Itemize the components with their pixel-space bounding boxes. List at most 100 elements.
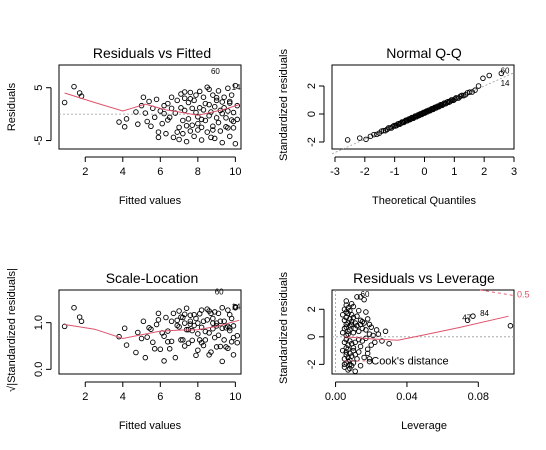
data-point <box>189 122 195 128</box>
data-point <box>71 304 77 311</box>
point-label: 14 <box>232 303 241 312</box>
panel-3-frame <box>58 289 242 375</box>
data-point <box>183 138 190 145</box>
data-point <box>183 305 190 311</box>
data-point <box>138 335 145 342</box>
data-point <box>178 337 184 343</box>
data-point <box>133 109 139 115</box>
data-point <box>339 347 346 354</box>
smooth-line <box>344 315 509 341</box>
data-point <box>380 127 387 134</box>
panel-1-smooth-line <box>64 92 240 116</box>
data-point <box>215 310 222 317</box>
x-tick-label: 8 <box>195 166 201 178</box>
data-point <box>168 105 175 112</box>
data-point <box>210 92 216 98</box>
point-label: 84 <box>480 309 489 318</box>
data-point <box>352 339 358 346</box>
data-point <box>206 308 212 314</box>
data-point <box>144 118 150 125</box>
data-point <box>230 118 237 125</box>
data-point <box>193 315 199 322</box>
data-point <box>174 317 180 324</box>
data-point <box>352 320 358 326</box>
data-point <box>225 307 231 313</box>
data-point <box>198 339 205 346</box>
data-point <box>210 320 216 326</box>
data-point <box>226 325 233 331</box>
data-point <box>168 318 175 325</box>
data-point <box>343 351 350 358</box>
y-tick-label: 1.0 <box>33 315 45 330</box>
data-point <box>163 314 169 321</box>
data-point <box>226 98 233 105</box>
data-point <box>165 100 171 107</box>
data-point <box>195 114 201 120</box>
x-tick-label: -1 <box>390 166 400 178</box>
panel-3-title: Scale-Location <box>106 270 199 286</box>
point-label: 60 <box>211 67 220 76</box>
x-tick-label: 1 <box>451 166 457 178</box>
point-label: 47 <box>462 313 471 322</box>
data-point <box>217 343 224 350</box>
data-point <box>161 358 167 364</box>
data-point <box>225 345 231 352</box>
panel-2-points <box>344 70 505 143</box>
data-point <box>191 133 197 140</box>
data-point <box>356 349 362 355</box>
panel-residuals-vs-fitted: Residuals vs Fitted 2 4 6 8 10 -5 5 60 14 Fitt… <box>6 45 242 207</box>
data-point <box>343 302 350 308</box>
data-point <box>181 89 188 95</box>
x-tick-label: 2 <box>481 166 487 178</box>
data-point <box>195 331 201 337</box>
data-point <box>215 88 222 94</box>
data-point <box>341 361 348 368</box>
data-point <box>470 313 476 319</box>
data-point <box>356 307 362 314</box>
panel-4-x-axis: 0.00 0.04 0.08 <box>325 381 489 403</box>
data-point <box>210 123 216 130</box>
panel-2-y-label: Standardized residuals <box>278 49 290 161</box>
data-point <box>146 98 152 105</box>
data-point <box>181 95 188 102</box>
y-tick-label: 5 <box>33 85 45 91</box>
data-point <box>206 101 212 108</box>
data-point <box>228 315 235 322</box>
data-point <box>366 321 373 328</box>
data-point <box>343 298 350 304</box>
data-point <box>180 130 186 137</box>
data-point <box>181 320 188 326</box>
data-point <box>208 134 214 141</box>
panel-3-points <box>61 304 240 365</box>
data-point <box>347 350 353 357</box>
data-point <box>121 325 128 332</box>
data-point <box>181 311 188 318</box>
data-point <box>354 313 360 319</box>
data-point <box>221 105 227 111</box>
data-point <box>232 82 239 89</box>
data-point <box>213 320 220 326</box>
data-point <box>472 87 478 93</box>
data-point <box>464 317 471 324</box>
data-point <box>180 117 186 124</box>
y-tick-label: 0 <box>306 111 318 117</box>
data-point <box>364 350 371 357</box>
data-point <box>348 301 355 307</box>
data-point <box>213 97 220 104</box>
panel-1-points <box>61 82 240 147</box>
data-point <box>230 352 237 358</box>
panel-residuals-vs-leverage: Residuals vs Leverage 0.5 Cook's distance… <box>278 270 530 432</box>
data-point <box>121 124 128 130</box>
data-point <box>370 332 376 339</box>
data-point <box>61 99 68 106</box>
panel-2-x-label: Theoretical Quantiles <box>372 195 476 207</box>
data-point <box>339 312 346 318</box>
data-point <box>165 339 171 345</box>
data-point <box>210 127 216 133</box>
data-point <box>193 352 199 359</box>
data-point <box>210 325 216 332</box>
data-point <box>187 128 194 134</box>
smooth-line <box>64 92 240 116</box>
